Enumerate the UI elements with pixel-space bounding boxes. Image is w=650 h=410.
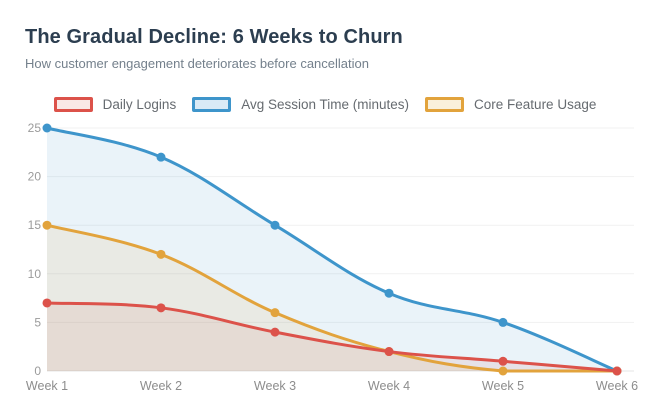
data-point-avg-session-time-minutes-week-2 <box>156 152 166 162</box>
y-axis-tick-20: 20 <box>28 170 42 184</box>
legend-label: Core Feature Usage <box>474 97 597 112</box>
chart-subtitle: How customer engagement deteriorates bef… <box>25 56 369 71</box>
y-axis-tick-5: 5 <box>34 315 41 329</box>
x-axis-tick-week-5: Week 5 <box>482 379 524 393</box>
line-series-avg-session-time-minutes <box>45 126 619 373</box>
data-point-daily-logins-week-6 <box>612 366 622 376</box>
y-axis-tick-25: 25 <box>28 121 42 135</box>
y-axis-tick-10: 10 <box>28 267 42 281</box>
area-fill-daily-logins <box>47 302 617 371</box>
line-series-daily-logins <box>45 301 619 373</box>
x-axis-tick-week-3: Week 3 <box>254 379 296 393</box>
legend-label: Daily Logins <box>102 97 177 112</box>
data-point-avg-session-time-minutes-week-3 <box>270 220 280 230</box>
data-point-avg-session-time-minutes-week-1 <box>42 123 52 133</box>
data-point-core-feature-usage-week-2 <box>156 249 166 259</box>
x-axis-tick-week-1: Week 1 <box>26 379 68 393</box>
data-point-daily-logins-week-4 <box>384 347 394 357</box>
area-fill-avg-session-time-minutes <box>47 128 617 371</box>
data-point-core-feature-usage-week-5 <box>498 366 508 376</box>
x-axis-tick-week-6: Week 6 <box>596 379 638 393</box>
legend-swatch-icon <box>192 97 232 112</box>
legend-label: Avg Session Time (minutes) <box>241 97 410 112</box>
data-point-avg-session-time-minutes-week-5 <box>498 317 508 327</box>
x-axis-tick-week-4: Week 4 <box>368 379 410 393</box>
data-point-core-feature-usage-week-3 <box>270 308 280 318</box>
legend-swatch-icon <box>425 97 465 112</box>
data-point-daily-logins-week-5 <box>498 356 508 366</box>
x-axis-tick-week-2: Week 2 <box>140 379 182 393</box>
line-series-core-feature-usage <box>45 223 619 373</box>
data-point-daily-logins-week-1 <box>42 298 52 308</box>
chart-title: The Gradual Decline: 6 Weeks to Churn <box>25 26 403 48</box>
data-point-daily-logins-week-2 <box>156 303 166 313</box>
chart-legend: Daily Logins Avg Session Time (minutes) Co… <box>0 97 650 112</box>
legend-item-daily-logins[interactable]: Daily Logins <box>53 97 177 112</box>
legend-swatch-icon <box>53 97 93 112</box>
data-point-daily-logins-week-3 <box>270 327 280 337</box>
legend-item-avg-session-time-minutes[interactable]: Avg Session Time (minutes) <box>192 97 409 112</box>
area-fill-core-feature-usage <box>47 225 617 371</box>
y-axis-tick-15: 15 <box>28 218 42 232</box>
legend-item-core-feature-usage[interactable]: Core Feature Usage <box>425 97 596 112</box>
data-point-core-feature-usage-week-1 <box>42 220 52 230</box>
y-axis-tick-0: 0 <box>34 364 41 378</box>
data-point-avg-session-time-minutes-week-4 <box>384 288 394 298</box>
